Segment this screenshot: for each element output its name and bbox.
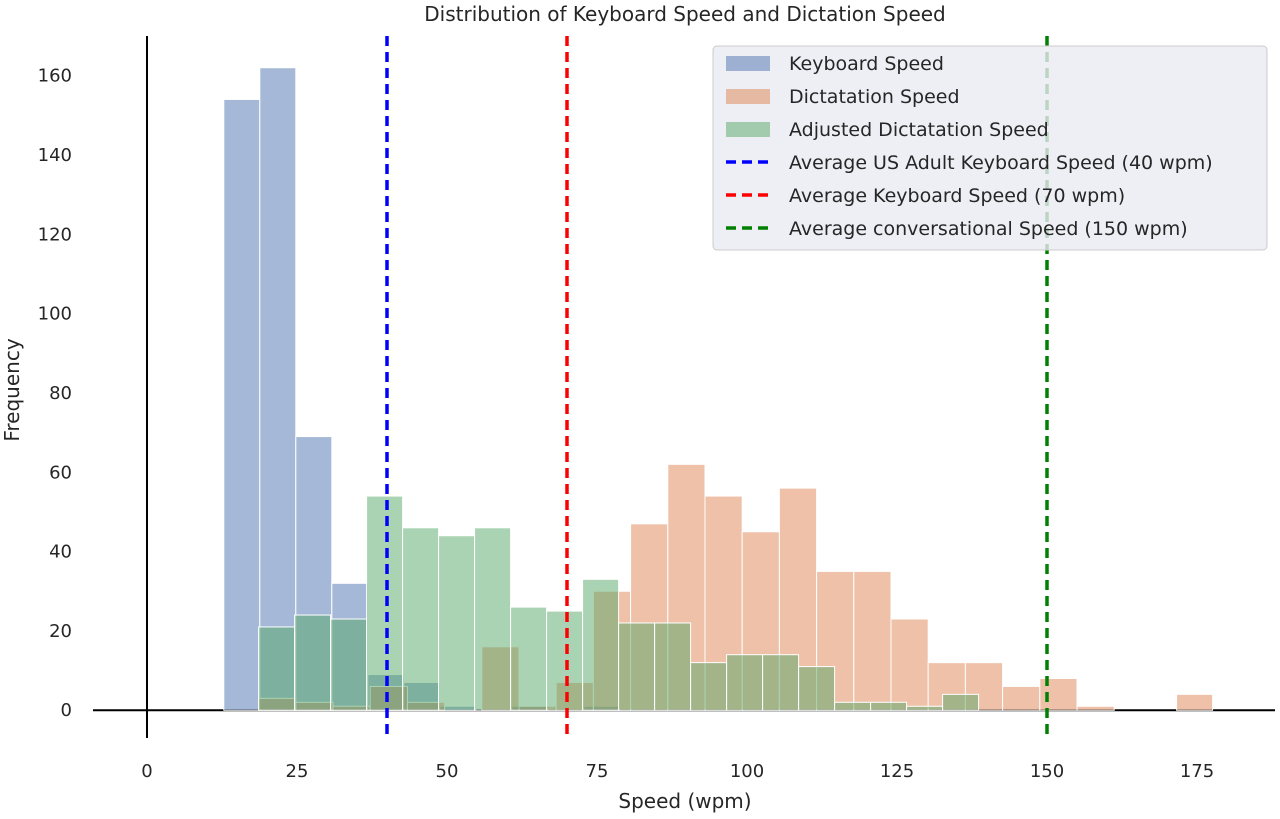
x-tick-label: 75 xyxy=(586,761,609,782)
histogram-bar xyxy=(510,606,548,711)
histogram-bar xyxy=(834,701,872,711)
legend-label: Average US Adult Keyboard Speed (40 wpm) xyxy=(789,152,1213,174)
histogram-bar xyxy=(402,527,440,711)
series-1 xyxy=(223,67,621,711)
histogram-bar xyxy=(726,654,764,711)
legend-label: Adjusted Dictatation Speed xyxy=(789,119,1049,141)
histogram-bar xyxy=(438,535,476,711)
histogram-bar xyxy=(294,614,332,711)
y-tick-label: 160 xyxy=(38,66,72,87)
histogram-bar xyxy=(1076,705,1115,711)
histogram-bar xyxy=(330,618,368,711)
legend-box xyxy=(712,45,1268,251)
histogram-bar xyxy=(870,701,908,711)
legend-swatch xyxy=(726,56,770,71)
legend-label: Average conversational Speed (150 wpm) xyxy=(789,218,1188,240)
chart-title: Distribution of Keyboard Speed and Dicta… xyxy=(424,2,946,26)
histogram-bar xyxy=(890,618,929,711)
x-tick-label: 100 xyxy=(730,761,764,782)
histogram-bar xyxy=(582,578,620,711)
x-tick-label: 50 xyxy=(436,761,459,782)
histogram-bar xyxy=(906,705,944,711)
histogram-bar xyxy=(366,495,404,711)
legend-label: Keyboard Speed xyxy=(789,53,944,75)
histogram-bar xyxy=(690,662,728,711)
histogram-bar xyxy=(546,610,584,711)
y-tick-label: 20 xyxy=(49,621,72,642)
legend-label: Dictatation Speed xyxy=(789,86,960,108)
legend: Keyboard Speed Dictatation Speed Adjusted … xyxy=(712,45,1268,251)
y-tick-label: 100 xyxy=(38,304,72,325)
histogram-bar xyxy=(258,626,296,711)
histogram-bar xyxy=(654,622,692,711)
y-tick-label: 140 xyxy=(38,145,72,166)
histogram-bar xyxy=(853,570,892,711)
x-tick-label: 125 xyxy=(880,761,914,782)
y-axis-label: Frequency xyxy=(0,338,24,441)
legend-swatch xyxy=(726,122,770,137)
y-tick-label: 0 xyxy=(61,700,72,721)
histogram-bar xyxy=(1002,685,1041,711)
x-tick-label: 175 xyxy=(1180,761,1214,782)
histogram-bar xyxy=(618,622,656,711)
histogram-bar xyxy=(762,654,800,711)
series-3 xyxy=(258,495,980,711)
plot-area: 0 25 50 75 100 125 150 175 0 20 40 60 80 100 120 140 160 xyxy=(38,36,1275,782)
x-tick-label: 150 xyxy=(1030,761,1064,782)
x-axis-label: Speed (wpm) xyxy=(618,789,751,813)
y-tick-label: 80 xyxy=(49,383,72,404)
x-tick-label: 25 xyxy=(286,761,309,782)
histogram-bar xyxy=(942,693,980,711)
histogram-bar xyxy=(1176,693,1214,711)
y-tick-label: 60 xyxy=(49,462,72,483)
legend-label: Average Keyboard Speed (70 wpm) xyxy=(789,185,1125,207)
legend-swatch xyxy=(726,89,770,104)
y-tick-label: 120 xyxy=(38,224,72,245)
histogram-bar xyxy=(223,98,261,711)
histogram-bar xyxy=(474,527,512,711)
histogram-bar xyxy=(259,67,297,711)
x-tick-label: 0 xyxy=(141,761,152,782)
y-tick-label: 40 xyxy=(49,542,72,563)
histogram-bar xyxy=(798,666,836,711)
